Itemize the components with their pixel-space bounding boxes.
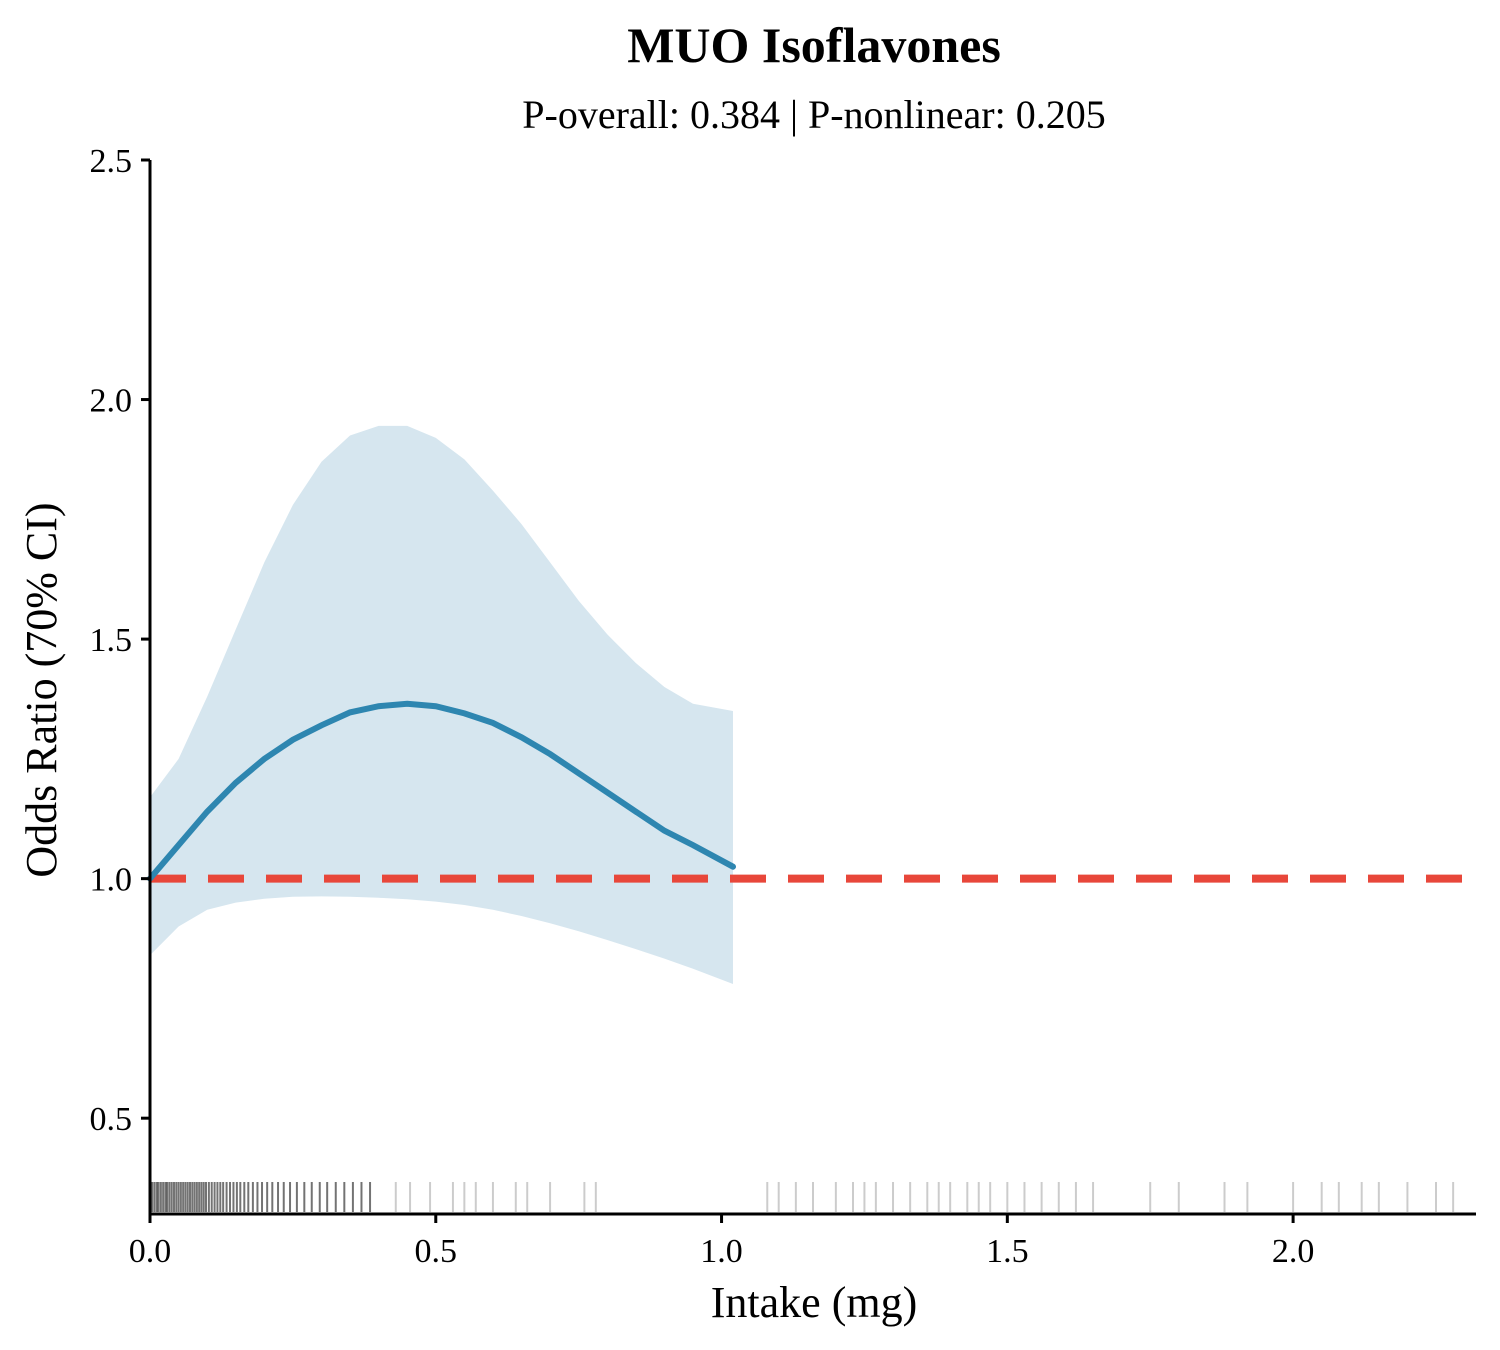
y-tick-label: 0.5 <box>90 1101 133 1138</box>
y-tick-label: 2.5 <box>90 143 133 180</box>
x-tick-label: 1.0 <box>700 1233 743 1270</box>
y-tick-label: 2.0 <box>90 383 133 420</box>
y-tick-label: 1.5 <box>90 622 133 659</box>
y-tick-label: 1.0 <box>90 862 133 899</box>
x-tick-label: 0.5 <box>415 1233 458 1270</box>
x-axis-title: Intake (mg) <box>711 1278 917 1327</box>
chart-title: MUO Isoflavones <box>627 17 1001 73</box>
y-ticks: 0.5 1.0 1.5 2.0 2.5 <box>90 143 150 1138</box>
chart-subtitle: P-overall: 0.384 | P-nonlinear: 0.205 <box>522 92 1105 137</box>
odds-ratio-line <box>147 700 736 882</box>
y-axis-title: Odds Ratio (70% CI) <box>17 502 66 877</box>
x-tick-label: 0.0 <box>129 1233 172 1270</box>
x-ticks: 0.0 0.5 1.0 1.5 2.0 <box>129 1214 1315 1270</box>
x-tick-label: 1.5 <box>986 1233 1029 1270</box>
rug-marks <box>149 1182 1455 1212</box>
x-tick-label: 2.0 <box>1272 1233 1315 1270</box>
